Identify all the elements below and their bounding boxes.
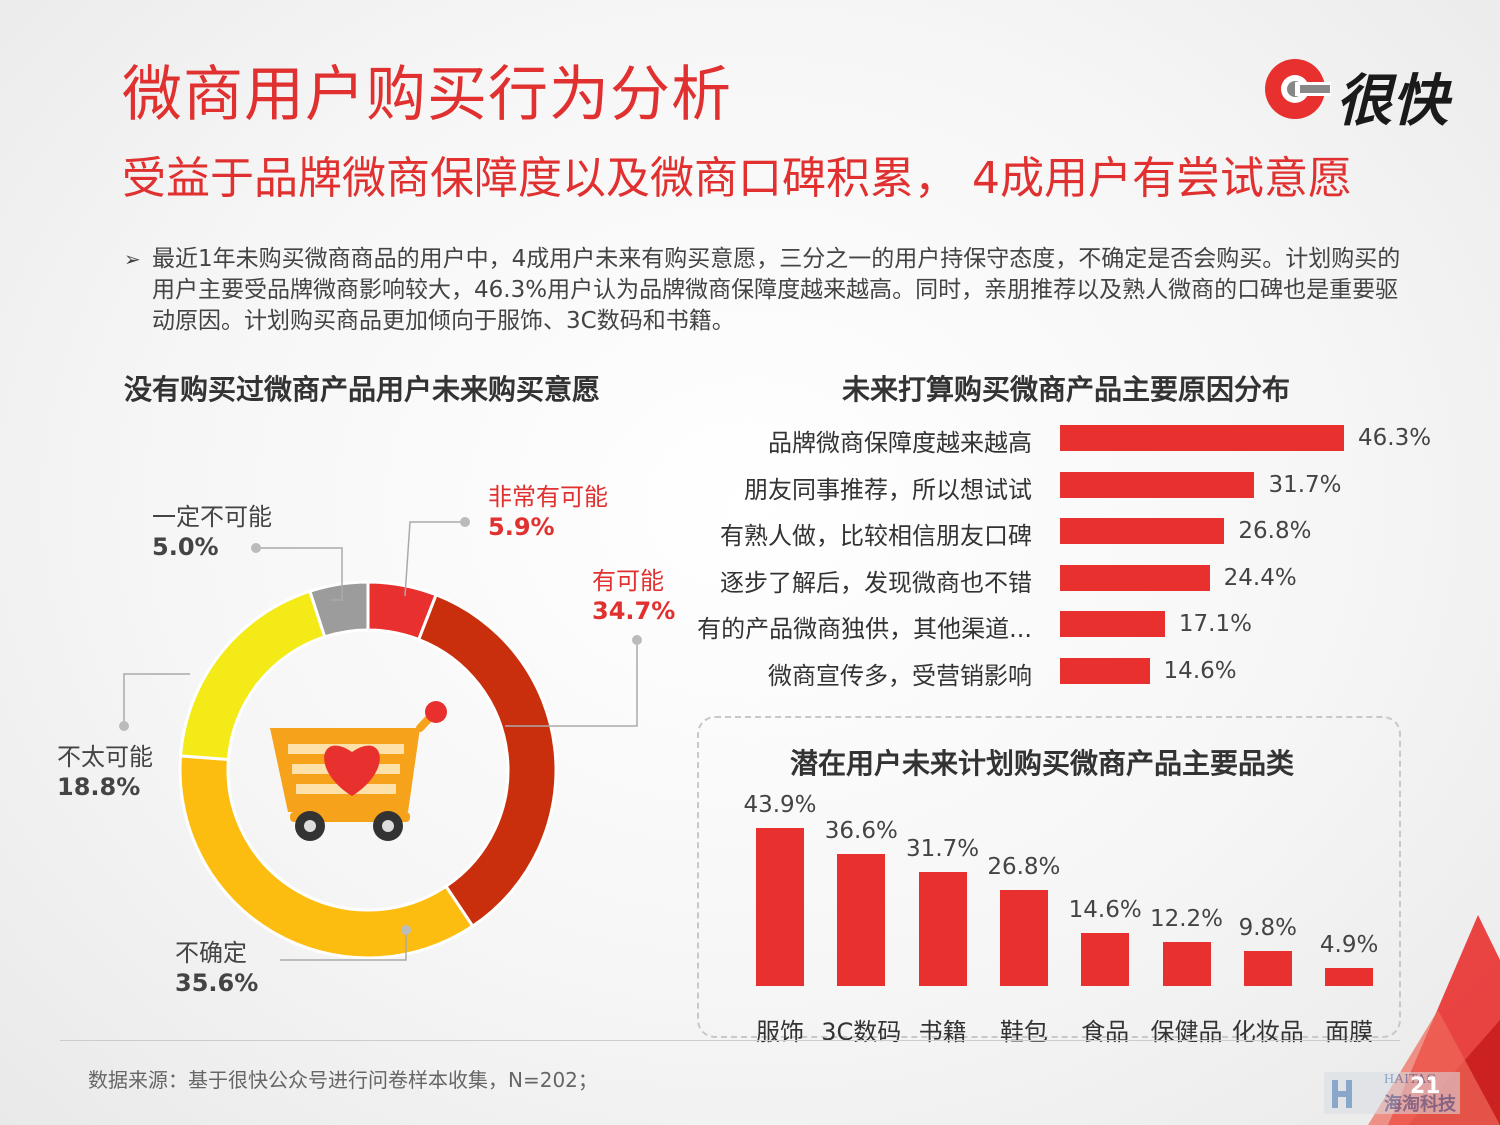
haitao-logo-icon: [1324, 1072, 1460, 1114]
watermark-cn: 海淘科技: [1384, 1094, 1456, 1115]
donut-label-value: 34.7%: [592, 597, 676, 625]
donut-chart-title: 没有购买过微商产品用户未来购买意愿: [124, 373, 601, 406]
donut-label-unlikely: 不太可能 18.8%: [57, 742, 153, 802]
reason-value-label: 31.7%: [1268, 471, 1342, 498]
category-bar: [918, 871, 967, 986]
reason-value-label: 26.8%: [1238, 518, 1312, 544]
category-label: 3C数码: [821, 1018, 902, 1046]
reason-bar: [1060, 518, 1225, 544]
donut-leader-line: [123, 673, 190, 726]
summary-text: 最近1年未购买微商商品的用户中，4成用户未来有购买意愿，三分之一的用户持保守态度…: [152, 246, 1401, 334]
reason-bar: [1060, 611, 1165, 637]
reason-label: 有熟人做，比较相信朋友口碑: [720, 522, 1032, 550]
category-bar: [1081, 933, 1130, 986]
donut-label-uncertain: 不确定 35.6%: [175, 938, 258, 998]
category-label: 保健品: [1150, 1018, 1223, 1046]
bullet-arrow-icon: ➢: [124, 247, 141, 271]
reason-label: 朋友同事推荐，所以想试试: [744, 475, 1032, 504]
donut-label-name: 不太可能: [57, 743, 153, 771]
reason-label: 逐步了解后，发现微商也不错: [720, 568, 1032, 597]
category-bar: [756, 828, 804, 986]
donut-leader-dot: [632, 635, 642, 645]
category-label: 服饰: [756, 1018, 804, 1046]
category-label: 化妆品: [1231, 1018, 1304, 1046]
category-value-label: 36.6%: [824, 818, 898, 845]
donut-leader-line: [404, 521, 465, 597]
donut-label-name: 不确定: [175, 939, 247, 967]
donut-label-value: 5.9%: [488, 513, 555, 541]
category-chart-title: 潜在用户未来计划购买微商产品主要品类: [790, 747, 1295, 780]
category-bar: [837, 854, 886, 986]
shopping-cart-heart-icon: [270, 701, 447, 841]
donut-label-impossible: 一定不可能 5.0%: [152, 502, 272, 562]
category-label: 食品: [1081, 1018, 1130, 1046]
donut-leader-dot: [251, 543, 261, 553]
haitao-watermark: HAITAO 海淘科技: [1324, 1072, 1460, 1115]
reason-bar: [1060, 471, 1255, 498]
donut-leader-line: [505, 640, 638, 727]
summary-text-block: ➢ 最近1年未购买微商商品的用户中，4成用户未来有购买意愿，三分之一的用户持保守…: [124, 244, 1414, 337]
category-chart-panel: [697, 716, 1401, 1038]
reason-label: 品牌微商保障度越来越高: [768, 429, 1032, 457]
donut-label-likely: 有可能 34.7%: [592, 566, 675, 626]
donut-slice-likely: [416, 592, 558, 929]
reason-bar: [1060, 657, 1150, 684]
category-value-label: 12.2%: [1149, 906, 1224, 933]
category-bar: [1162, 942, 1211, 986]
category-value-label: 9.8%: [1238, 914, 1298, 941]
category-value-label: 31.7%: [906, 835, 980, 862]
brand-logo: 很快: [1262, 56, 1452, 134]
category-label: 鞋包: [999, 1018, 1048, 1046]
donut-leader-dot: [119, 721, 129, 731]
reason-value-label: 14.6%: [1163, 657, 1237, 684]
category-value-label: 43.9%: [743, 792, 817, 818]
donut-label-name: 一定不可能: [152, 503, 272, 531]
page-number: 21: [1410, 1074, 1441, 1099]
reason-label: 有的产品微商独供，其他渠道...: [697, 615, 1032, 643]
category-label: 书籍: [918, 1018, 967, 1046]
donut-label-value: 18.8%: [57, 773, 141, 801]
category-label: 面膜: [1325, 1018, 1374, 1046]
page-subtitle: 受益于品牌微商保障度以及微商口碑积累， 4成用户有尝试意愿: [122, 153, 1352, 204]
category-bar: [1243, 950, 1292, 986]
reason-value-label: 24.4%: [1223, 564, 1297, 591]
donut-label-value: 35.6%: [175, 969, 259, 997]
brand-logo-text: 很快: [1336, 69, 1448, 134]
donut-label-very-likely: 非常有可能 5.9%: [488, 482, 608, 542]
donut-slices: [178, 580, 558, 960]
category-value-label: 14.6%: [1068, 897, 1142, 924]
watermark-en: HAITAO: [1384, 1072, 1437, 1087]
page-title: 微商用户购买行为分析: [122, 60, 732, 130]
donut-chart: [119, 517, 642, 961]
reason-value-label: 46.3%: [1358, 425, 1432, 451]
reason-bar: [1060, 564, 1210, 591]
donut-leader-lines: [119, 517, 642, 961]
donut-slice-impossible: [308, 580, 370, 639]
donut-leader-dot: [401, 925, 411, 935]
donut-slice-uncertain: [178, 754, 475, 960]
reason-value-label: 17.1%: [1178, 611, 1252, 637]
reasons-chart-title: 未来打算购买微商产品主要原因分布: [842, 373, 1291, 406]
donut-leader-dot: [460, 517, 470, 527]
reason-label: 微商宣传多，受营销影响: [768, 661, 1032, 690]
donut-leader-line: [256, 547, 343, 601]
category-value-label: 4.9%: [1319, 932, 1379, 959]
category-bar: [1325, 968, 1374, 986]
speed-dial-logo-icon: [1265, 59, 1331, 119]
reason-bar: [1060, 425, 1344, 451]
donut-label-value: 5.0%: [152, 533, 219, 561]
data-source-note: 数据来源：基于很快公众号进行问卷样本收集，N=202；: [88, 1068, 598, 1092]
footer-divider: [60, 1040, 1400, 1041]
category-bar: [999, 889, 1048, 986]
category-value-label: 26.8%: [987, 853, 1061, 880]
donut-label-name: 非常有可能: [488, 483, 608, 511]
donut-leader-line: [280, 930, 407, 961]
donut-label-name: 有可能: [592, 567, 664, 595]
